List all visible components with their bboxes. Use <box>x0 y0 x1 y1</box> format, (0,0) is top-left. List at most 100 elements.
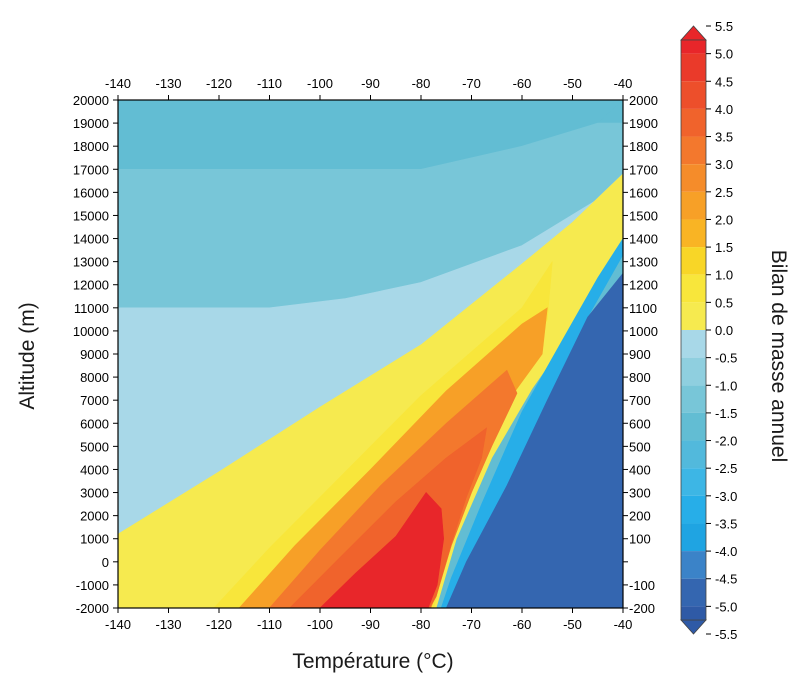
y-tick-label-left: 15000 <box>73 208 109 223</box>
y-tick-label-left: 12000 <box>73 278 109 293</box>
colorbar-tick-label: -1.0 <box>715 378 737 393</box>
colorbar-tick-label: 3.0 <box>715 157 733 172</box>
y-tick-label-right: 800 <box>629 370 651 385</box>
x-tick-label-bottom: -50 <box>563 617 582 632</box>
colorbar-tick-label: 4.5 <box>715 74 733 89</box>
y-tick-label-left: 3000 <box>80 486 109 501</box>
colorbar-tick-label: 4.0 <box>715 102 733 117</box>
x-tick-label-bottom: -40 <box>614 617 633 632</box>
colorbar-tick-label: 2.5 <box>715 185 733 200</box>
y-tick-label-left: 19000 <box>73 116 109 131</box>
colorbar-swatch <box>681 40 706 54</box>
y-tick-label-left: 5000 <box>80 439 109 454</box>
y-tick-label-left: 2000 <box>80 509 109 524</box>
colorbar: 5.5 5.0 4.5 4.0 3.5 3.0 2.5 2.0 1.5 1.0 0.5 0.0 -0.5… <box>680 19 737 642</box>
colorbar-bottom-arrow <box>680 619 707 635</box>
x-tick-label-bottom: -110 <box>257 617 282 632</box>
colorbar-swatch <box>681 274 706 303</box>
colorbar-swatch <box>681 164 706 192</box>
colorbar-swatch <box>681 606 706 620</box>
colorbar-tick-label: -1.5 <box>715 406 737 421</box>
colorbar-title: Bilan de masse annuel <box>767 250 790 462</box>
y-tick-label-left: 16000 <box>73 185 109 200</box>
y-tick-label-right: 300 <box>629 486 651 501</box>
y-tick-label-right: 600 <box>629 416 651 431</box>
colorbar-swatch <box>681 385 706 413</box>
y-tick-label-left: 10000 <box>73 324 109 339</box>
x-tick-label-top: -60 <box>513 76 532 91</box>
y-tick-label-left: 13000 <box>73 255 109 270</box>
y-tick-label-right: 1300 <box>629 255 658 270</box>
x-tick-label-top: -140 <box>105 76 131 91</box>
x-tick-label-top: -100 <box>307 76 333 91</box>
colorbar-swatch <box>681 302 706 330</box>
colorbar-tick-label: -3.5 <box>715 516 737 531</box>
colorbar-tick-label: -4.5 <box>715 572 737 587</box>
plot-area <box>118 100 623 608</box>
colorbar-tick-label: 0.0 <box>715 323 733 338</box>
y-tick-label-right: 1500 <box>629 208 658 223</box>
y-tick-label-right: 900 <box>629 347 651 362</box>
y-tick-label-left: 9000 <box>80 347 109 362</box>
x-tick-label-bottom: -120 <box>206 617 232 632</box>
x-tick-label-bottom: -100 <box>307 617 333 632</box>
y-tick-label-right: -100 <box>629 578 655 593</box>
y-tick-label-right: 1800 <box>629 139 658 154</box>
colorbar-tick-label: 2.0 <box>715 212 733 227</box>
colorbar-swatch <box>681 440 706 469</box>
y-tick-label-right: 1900 <box>629 116 658 131</box>
colorbar-tick-label: -4.0 <box>715 544 737 559</box>
colorbar-swatch <box>681 219 706 248</box>
region-dark-blue <box>445 272 623 608</box>
x-tick-label-top: -90 <box>361 76 380 91</box>
colorbar-swatch <box>681 81 706 109</box>
colorbar-swatch <box>681 468 706 496</box>
colorbar-tick-label: -5.5 <box>715 627 737 642</box>
y-tick-label-right: -200 <box>629 601 655 616</box>
y-tick-label-right: 1100 <box>629 301 657 316</box>
colorbar-tick-label: 0.5 <box>715 295 733 310</box>
x-tick-label-top: -80 <box>412 76 431 91</box>
colorbar-tick-label: -2.5 <box>715 461 737 476</box>
colorbar-tick-label: -5.0 <box>715 599 737 614</box>
y-tick-label-left: -2000 <box>76 601 109 616</box>
y-tick-label-left: 18000 <box>73 139 109 154</box>
x-tick-label-bottom: -90 <box>361 617 380 632</box>
colorbar-tick-label: 5.0 <box>715 47 733 62</box>
colorbar-tick-label: -2.0 <box>715 434 737 449</box>
region-yellow-wedge <box>118 173 623 608</box>
colorbar-tick-label: 1.5 <box>715 240 733 255</box>
y-tick-label-right: 400 <box>629 462 651 477</box>
colorbar-swatch <box>681 495 706 524</box>
x-tick-label-bottom: -140 <box>105 617 131 632</box>
y-tick-label-left: 6000 <box>80 416 109 431</box>
x-tick-label-top: -40 <box>614 76 633 91</box>
y-tick-label-right: 1200 <box>629 278 658 293</box>
colorbar-tick-label: -3.0 <box>715 489 737 504</box>
x-tick-label-bottom: -70 <box>462 617 481 632</box>
x-tick-label-top: -120 <box>206 76 232 91</box>
y-tick-label-right: 1400 <box>629 232 658 247</box>
x-tick-label-top: -130 <box>155 76 181 91</box>
y-tick-label-left: 1000 <box>80 532 109 547</box>
colorbar-swatch <box>681 191 706 220</box>
y-tick-label-right: 2000 <box>629 93 658 108</box>
y-tick-label-right: 1600 <box>629 185 658 200</box>
x-tick-label-top: -70 <box>462 76 481 91</box>
y-tick-label-right: 1700 <box>629 162 658 177</box>
y-tick-label-left: 8000 <box>80 370 109 385</box>
region-red-core <box>319 492 445 608</box>
colorbar-swatch <box>681 523 706 552</box>
colorbar-swatch <box>681 357 706 386</box>
x-tick-label-top: -50 <box>563 76 582 91</box>
colorbar-swatch <box>681 247 706 275</box>
y-tick-label-left: 7000 <box>80 393 109 408</box>
colorbar-tick-label: 1.0 <box>715 268 733 283</box>
y-tick-label-right: 700 <box>629 393 651 408</box>
y-axis-title: Altitude (m) <box>16 302 39 409</box>
y-tick-label-left: 4000 <box>80 462 109 477</box>
x-tick-label-bottom: -130 <box>155 617 181 632</box>
y-tick-label-left: -1000 <box>76 578 109 593</box>
y-tick-label-right: 200 <box>629 509 651 524</box>
